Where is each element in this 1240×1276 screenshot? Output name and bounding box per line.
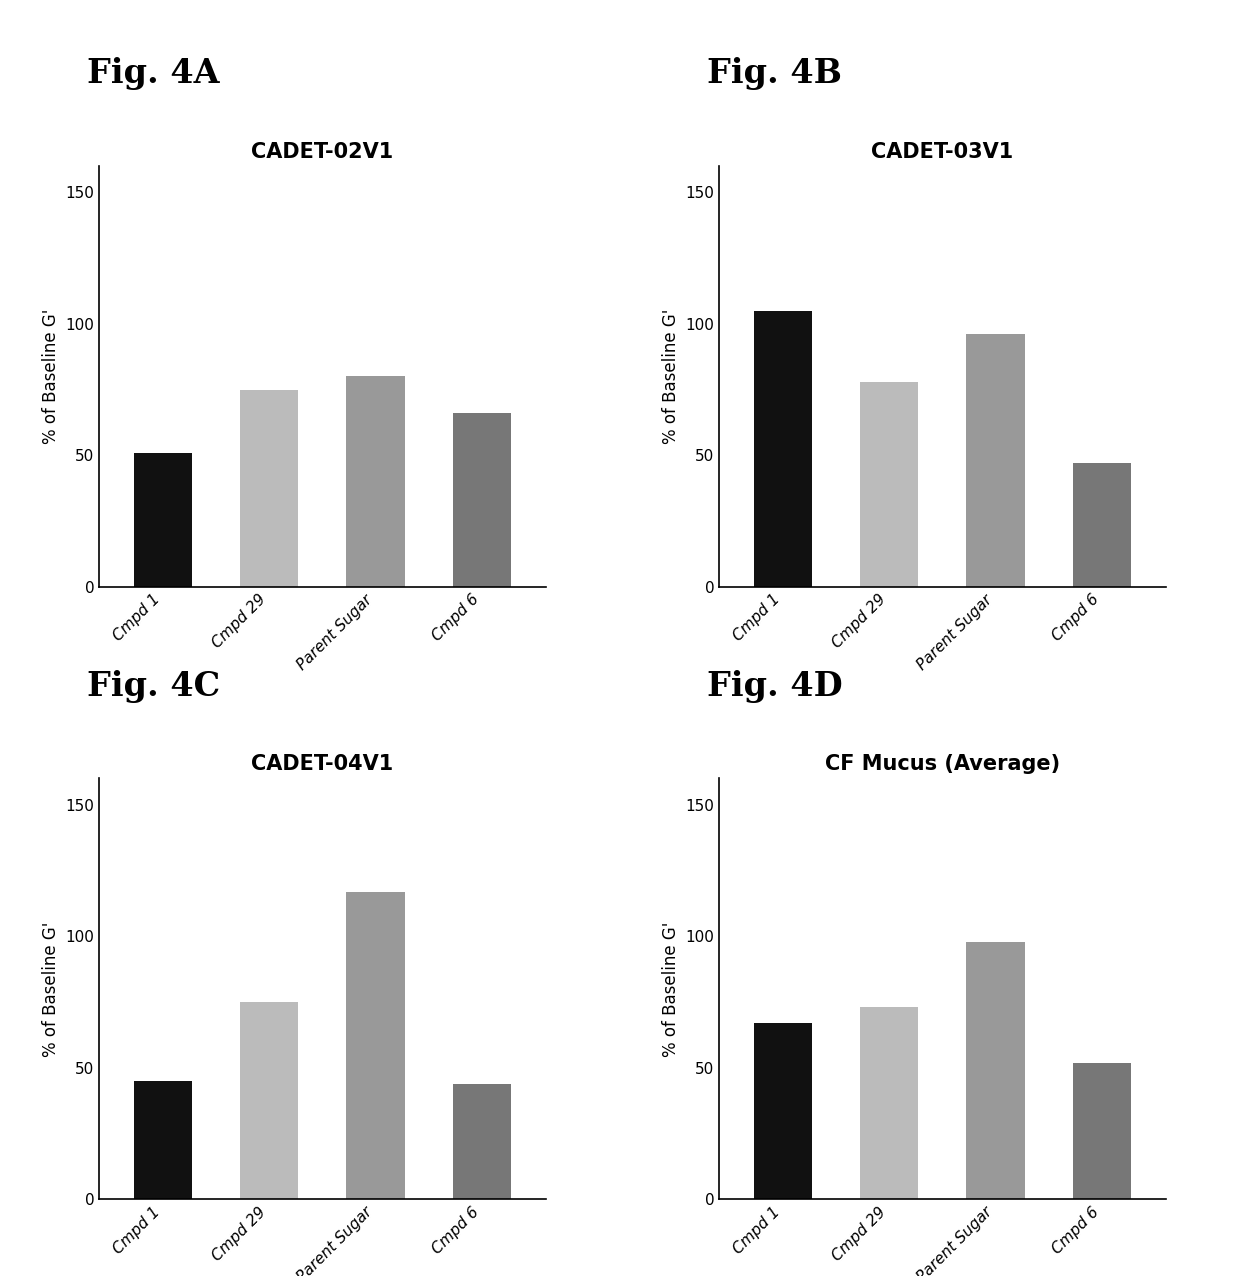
Text: Fig. 4A: Fig. 4A: [87, 57, 219, 91]
Bar: [966, 942, 1024, 1199]
Y-axis label: % of Baseline G': % of Baseline G': [42, 309, 60, 444]
Bar: [1073, 1063, 1131, 1199]
Bar: [346, 376, 404, 587]
Bar: [134, 1081, 192, 1199]
Text: Fig. 4C: Fig. 4C: [87, 670, 219, 703]
Title: CADET-04V1: CADET-04V1: [252, 754, 393, 775]
Title: CF Mucus (Average): CF Mucus (Average): [825, 754, 1060, 775]
Bar: [241, 1002, 299, 1199]
Bar: [346, 892, 404, 1199]
Bar: [134, 453, 192, 587]
Text: Fig. 4B: Fig. 4B: [707, 57, 842, 91]
Title: CADET-02V1: CADET-02V1: [252, 142, 393, 162]
Bar: [966, 334, 1024, 587]
Bar: [1073, 463, 1131, 587]
Bar: [754, 1023, 812, 1199]
Y-axis label: % of Baseline G': % of Baseline G': [662, 921, 680, 1057]
Title: CADET-03V1: CADET-03V1: [872, 142, 1013, 162]
Bar: [861, 1007, 919, 1199]
Bar: [453, 1083, 511, 1199]
Bar: [241, 389, 299, 587]
Y-axis label: % of Baseline G': % of Baseline G': [662, 309, 680, 444]
Y-axis label: % of Baseline G': % of Baseline G': [42, 921, 60, 1057]
Bar: [861, 382, 919, 587]
Bar: [453, 413, 511, 587]
Bar: [754, 310, 812, 587]
Text: Fig. 4D: Fig. 4D: [707, 670, 842, 703]
